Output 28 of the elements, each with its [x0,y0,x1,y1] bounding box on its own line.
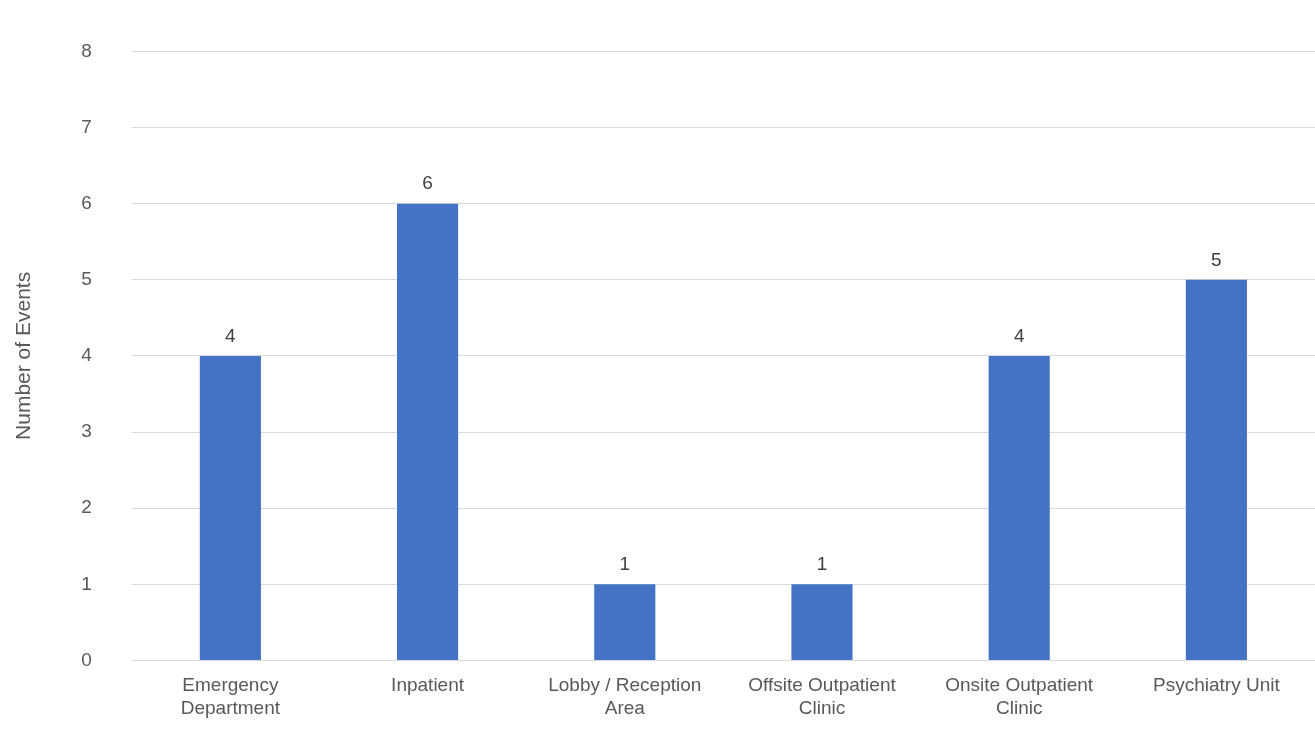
y-tick-label: 3 [81,420,92,442]
data-label: 6 [422,172,433,194]
x-tick-label: Inpatient [391,674,465,696]
y-tick-label: 6 [81,191,92,213]
y-tick-label: 8 [81,39,92,61]
y-tick-label: 2 [81,496,92,518]
bar [594,584,656,660]
y-tick-label: 5 [81,268,92,290]
bar [791,584,853,660]
bar [988,355,1050,660]
x-tick-label: Offsite Outpatient Clinic [748,674,897,718]
data-label: 4 [225,324,237,346]
data-label: 4 [1013,324,1025,346]
x-tick-label: Psychiatry Unit [1153,674,1281,696]
bar [397,203,459,660]
data-label: 1 [816,553,828,575]
data-label: 1 [619,553,631,575]
y-tick-label: 0 [81,648,92,670]
x-tick-label: Emergency Department [180,674,281,718]
y-axis-title: Number of Events [11,271,35,440]
x-tick-label: Lobby / Reception Area [548,674,702,718]
bar [199,355,261,660]
bar [1185,279,1247,660]
data-label: 5 [1211,248,1222,270]
x-tick-label: Onsite Outpatient Clinic [945,674,1094,718]
y-tick-label: 4 [81,344,93,366]
y-tick-label: 1 [81,572,92,594]
y-tick-label: 7 [81,115,92,137]
